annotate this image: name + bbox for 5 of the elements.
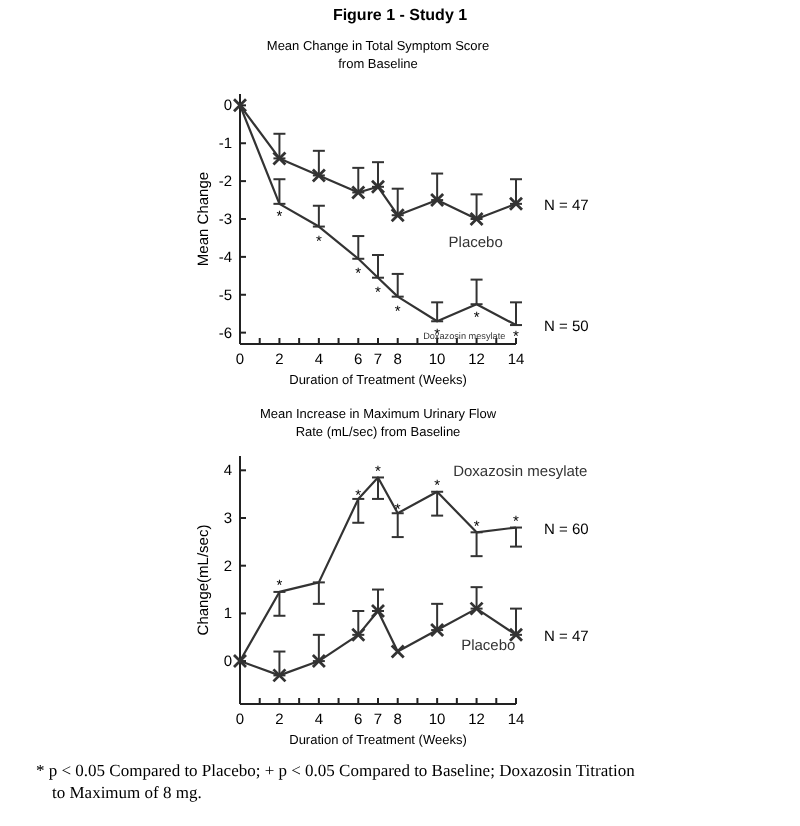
point [232,653,248,669]
text: * p < 0.05 Compared to Placebo; + p < 0.05 Compared to Baseline; Doxazosin Titration to Maximum of 8 mg. [36,760,637,802]
caption: Figure 1 - Study 1 [332,6,469,24]
point [390,644,406,659]
point [232,97,248,113]
